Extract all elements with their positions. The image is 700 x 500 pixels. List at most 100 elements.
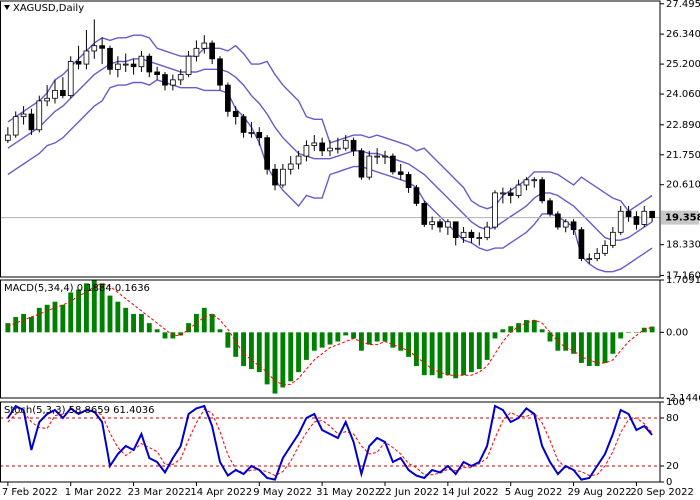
macd-bar [186, 323, 192, 333]
panel-border [0, 401, 661, 483]
candle-body [484, 226, 490, 238]
candle-body [209, 42, 215, 60]
macd-bar [288, 332, 294, 382]
macd-bar [500, 329, 506, 333]
candle-body [539, 179, 545, 202]
macd-bar [131, 313, 137, 333]
candle-body [217, 58, 223, 86]
candle-body [452, 221, 459, 238]
macd-bar [217, 329, 223, 333]
macd-bar [461, 332, 467, 376]
candle-body [531, 179, 538, 182]
candle-body [523, 179, 530, 186]
candle-body [562, 221, 569, 228]
y-tick-label: 20 [666, 461, 679, 472]
candle-body [52, 89, 58, 99]
macd-bar [516, 323, 522, 333]
candle-body [437, 221, 443, 228]
candle-body [413, 187, 420, 204]
macd-bar [99, 283, 105, 333]
candle-body [327, 147, 333, 152]
macd-bar [146, 323, 152, 333]
current-price-box [661, 210, 699, 225]
macd-bar [492, 332, 498, 339]
macd-bar [649, 326, 655, 333]
y-tick-label: 17.160 [666, 270, 700, 281]
current-price-label: 19.358 [665, 213, 700, 224]
macd-bar [233, 332, 239, 357]
candle-body [5, 134, 11, 141]
candle-body [547, 200, 553, 215]
x-tick-label: 31 May 2022 [316, 487, 381, 498]
macd-bar [107, 295, 113, 333]
macd-bar [618, 332, 624, 339]
candle-body [154, 71, 160, 75]
candle-body [130, 63, 137, 68]
macd-bar [398, 332, 404, 351]
macd-bar [52, 301, 58, 333]
bollinger-lower [7, 79, 653, 273]
chart-title: XAGUSD,Daily [13, 3, 84, 14]
macd-bar [476, 332, 482, 370]
candle-body [170, 79, 176, 86]
macd-bar [178, 332, 184, 336]
y-tick-label: 18.330 [666, 240, 700, 251]
x-tick-label: 5 Aug 2022 [505, 487, 563, 498]
candle-body [500, 192, 506, 195]
macd-bar [13, 317, 19, 333]
candle-body [75, 61, 82, 65]
macd-bar [209, 313, 215, 333]
macd-signal [7, 282, 653, 385]
macd-bar [547, 332, 553, 342]
macd-bar [351, 332, 357, 339]
candle-body [492, 192, 498, 228]
stoch-main [7, 404, 653, 481]
macd-bar [468, 332, 474, 373]
macd-bar [256, 332, 262, 373]
candle-body [610, 231, 616, 246]
macd-bar [280, 332, 286, 388]
macd-bar [523, 320, 529, 333]
candle-body [201, 42, 208, 49]
candle-body [36, 100, 43, 131]
macd-bar [21, 313, 27, 333]
candle-body [185, 55, 192, 76]
candle-body [256, 132, 263, 139]
candle-body [264, 137, 270, 170]
candle-body [107, 47, 113, 70]
macd-bar [91, 280, 97, 333]
macd-bar [83, 283, 89, 333]
candle-body [193, 47, 200, 57]
macd-bar [390, 332, 396, 348]
x-tick-label: 22 Jun 2022 [379, 487, 439, 498]
candle-body [162, 74, 168, 86]
macd-bar [264, 332, 270, 385]
stoch-title: Stoch(5,3,3) 58.8659 61.4036 [4, 405, 155, 416]
candle-body [445, 221, 451, 228]
macd-bar [578, 332, 584, 363]
candle-body [83, 50, 90, 65]
macd-bar [571, 332, 577, 354]
x-tick-label: 1 Mar 2022 [65, 487, 122, 498]
macd-bar [539, 329, 545, 333]
candle-body [335, 147, 341, 150]
macd-bar [406, 332, 412, 357]
y-tick-label: 22.890 [666, 120, 700, 131]
macd-bar [413, 332, 419, 367]
panel-border [0, 279, 661, 399]
macd-bar [327, 332, 333, 345]
y-tick-label: 24.060 [666, 89, 700, 100]
macd-bar [374, 332, 380, 342]
macd-bar [154, 329, 160, 333]
macd-bar [641, 327, 647, 333]
y-tick-label: 21.750 [666, 150, 700, 161]
macd-bar [60, 304, 66, 333]
candle-body [20, 113, 27, 118]
macd-bar [586, 332, 592, 367]
candle-body [287, 163, 294, 170]
candle-body [429, 221, 435, 225]
candle-body [649, 210, 655, 218]
macd-bar [610, 332, 616, 354]
macd-bar [437, 332, 443, 379]
